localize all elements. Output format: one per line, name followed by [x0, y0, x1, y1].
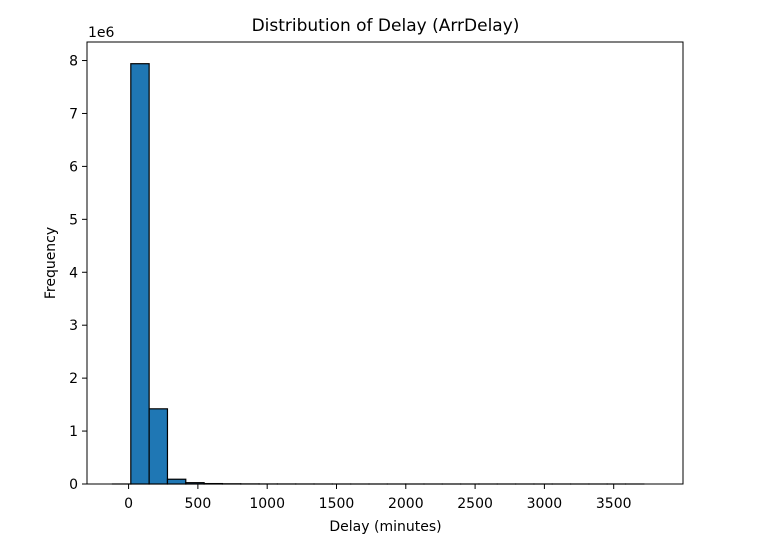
x-tick-label: 2500 [457, 496, 493, 512]
y-tick-label: 8 [69, 54, 78, 70]
x-tick-label: 500 [185, 496, 212, 512]
y-tick-label: 5 [69, 212, 78, 228]
x-tick-label: 1000 [249, 496, 285, 512]
histogram-bar [130, 63, 150, 485]
y-tick-label: 4 [69, 265, 78, 281]
x-axis-ticks: 0 500 1000 1500 2000 2500 3000 3500 [124, 484, 632, 512]
x-tick-label: 3000 [527, 496, 563, 512]
y-tick-label: 3 [69, 318, 78, 334]
y-tick-label: 1 [69, 424, 78, 440]
x-tick-label: 0 [124, 496, 133, 512]
y-tick-label: 6 [69, 159, 78, 175]
histogram-bar [148, 408, 169, 485]
histogram-bar [166, 478, 187, 485]
x-tick-label: 1500 [319, 496, 355, 512]
y-offset-text: 1e6 [88, 25, 115, 41]
x-axis-label: Delay (minutes) [329, 519, 441, 535]
y-tick-label: 0 [69, 477, 78, 493]
y-tick-label: 2 [69, 371, 78, 387]
chart-title: Distribution of Delay (ArrDelay) [252, 16, 520, 36]
y-axis-label: Frequency [43, 227, 59, 299]
x-tick-label: 2000 [388, 496, 424, 512]
plot-area-frame [86, 41, 684, 485]
y-tick-label: 7 [69, 106, 78, 122]
x-tick-label: 3500 [596, 496, 632, 512]
y-axis-ticks: 0 1 2 3 4 5 6 7 8 [69, 54, 87, 493]
